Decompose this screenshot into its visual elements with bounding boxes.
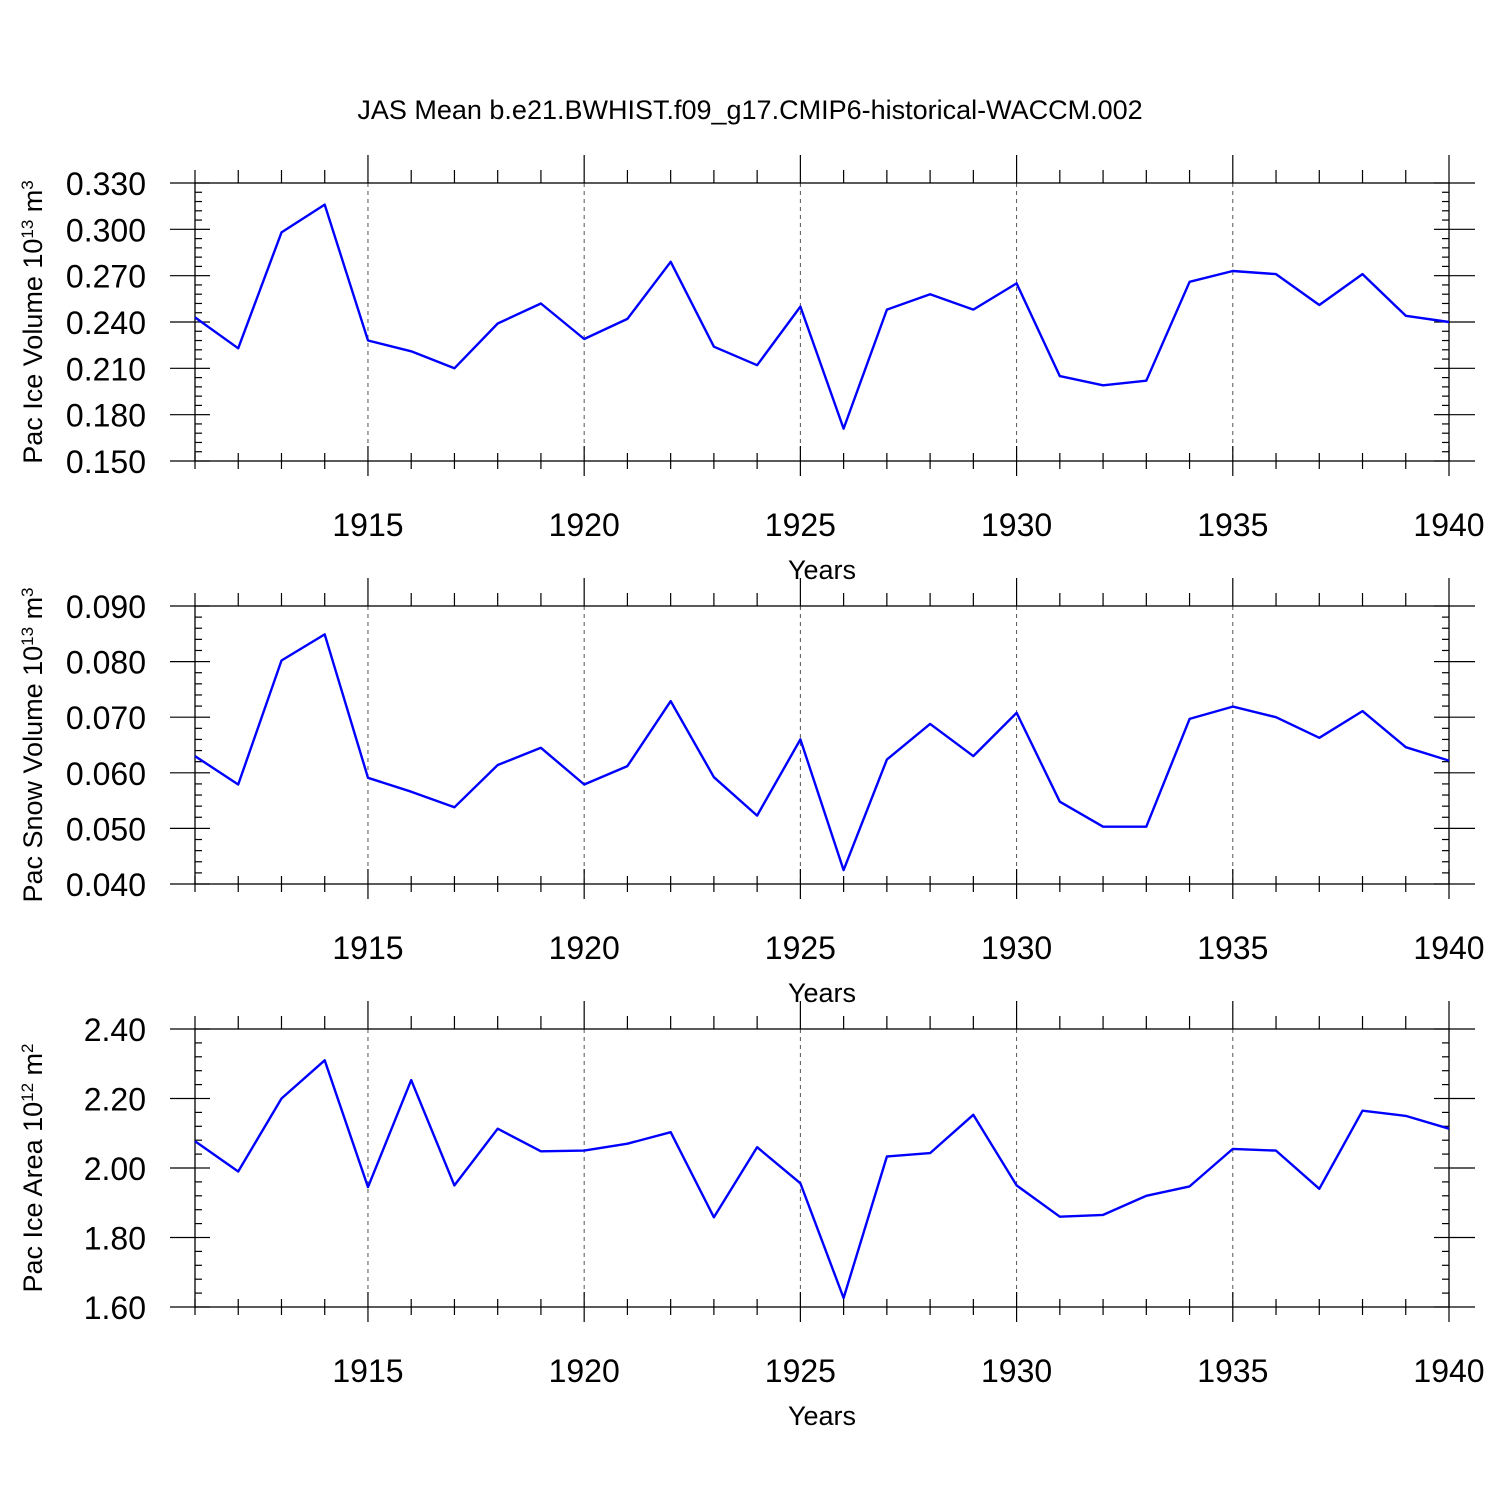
chart-panel-3: 1.60 1.80 2.00 2.20 2.40 1915 1920 1925 1930 1935… — [18, 1001, 1485, 1431]
x-axis-label: Years — [788, 978, 856, 1008]
x-tick-label: 1920 — [549, 507, 620, 543]
x-tick-label: 1940 — [1413, 507, 1484, 543]
y-tick-label: 0.270 — [66, 259, 146, 295]
plot-frame — [194, 605, 1450, 885]
y-tick-label: 0.080 — [66, 645, 146, 681]
x-tick-label: 1915 — [332, 1353, 403, 1389]
y-tick-label: 0.060 — [66, 756, 146, 792]
x-tick-label: 1920 — [549, 1353, 620, 1389]
x-tick-label: 1925 — [765, 507, 836, 543]
y-tick-label: 0.180 — [66, 398, 146, 434]
series-line — [194, 203, 1450, 430]
y-tick-label: 0.240 — [66, 305, 146, 341]
x-tick-label: 1940 — [1413, 930, 1484, 966]
y-tick-label: 1.60 — [84, 1290, 146, 1326]
chart-panel-1: 0.150 0.180 0.210 0.240 0.270 0.300 0.330 1915 1… — [18, 155, 1485, 585]
y-tick-label: 2.00 — [84, 1151, 146, 1187]
y-tick-label: 1.80 — [84, 1221, 146, 1257]
chart-panel-2: 0.040 0.050 0.060 0.070 0.080 0.090 1915 1920 19… — [18, 578, 1485, 1008]
x-tick-label: 1930 — [981, 1353, 1052, 1389]
x-axis-label: Years — [788, 1401, 856, 1431]
x-tick-label: 1935 — [1197, 930, 1268, 966]
x-tick-label: 1940 — [1413, 1353, 1484, 1389]
x-axis-label: Years — [788, 555, 856, 585]
y-axis-label: Pac Snow Volume 1013 m3 — [18, 587, 49, 902]
y-tick-label: 0.210 — [66, 351, 146, 387]
x-tick-label: 1925 — [765, 1353, 836, 1389]
y-tick-label: 0.050 — [66, 811, 146, 847]
x-tick-label: 1920 — [549, 930, 620, 966]
x-tick-label: 1915 — [332, 930, 403, 966]
x-tick-label: 1930 — [981, 507, 1052, 543]
series-line — [194, 1059, 1450, 1300]
y-tick-label: 0.150 — [66, 444, 146, 480]
y-tick-label: 2.40 — [84, 1012, 146, 1048]
plot-frame — [194, 182, 1450, 462]
chart-title: JAS Mean b.e21.BWHIST.f09_g17.CMIP6-hist… — [357, 95, 1142, 125]
x-tick-label: 1915 — [332, 507, 403, 543]
series-line — [194, 633, 1450, 872]
y-axis-label: Pac Ice Volume 1013 m3 — [18, 180, 49, 464]
y-tick-label: 0.090 — [66, 589, 146, 625]
y-tick-label: 0.330 — [66, 166, 146, 202]
x-tick-label: 1935 — [1197, 507, 1268, 543]
x-tick-label: 1935 — [1197, 1353, 1268, 1389]
y-axis-label: Pac Ice Area 1012 m2 — [18, 1043, 49, 1292]
y-tick-label: 0.300 — [66, 212, 146, 248]
y-tick-label: 2.20 — [84, 1082, 146, 1118]
x-tick-label: 1925 — [765, 930, 836, 966]
plot-frame — [194, 1028, 1450, 1308]
y-tick-label: 0.070 — [66, 700, 146, 736]
y-tick-label: 0.040 — [66, 867, 146, 903]
x-tick-label: 1930 — [981, 930, 1052, 966]
